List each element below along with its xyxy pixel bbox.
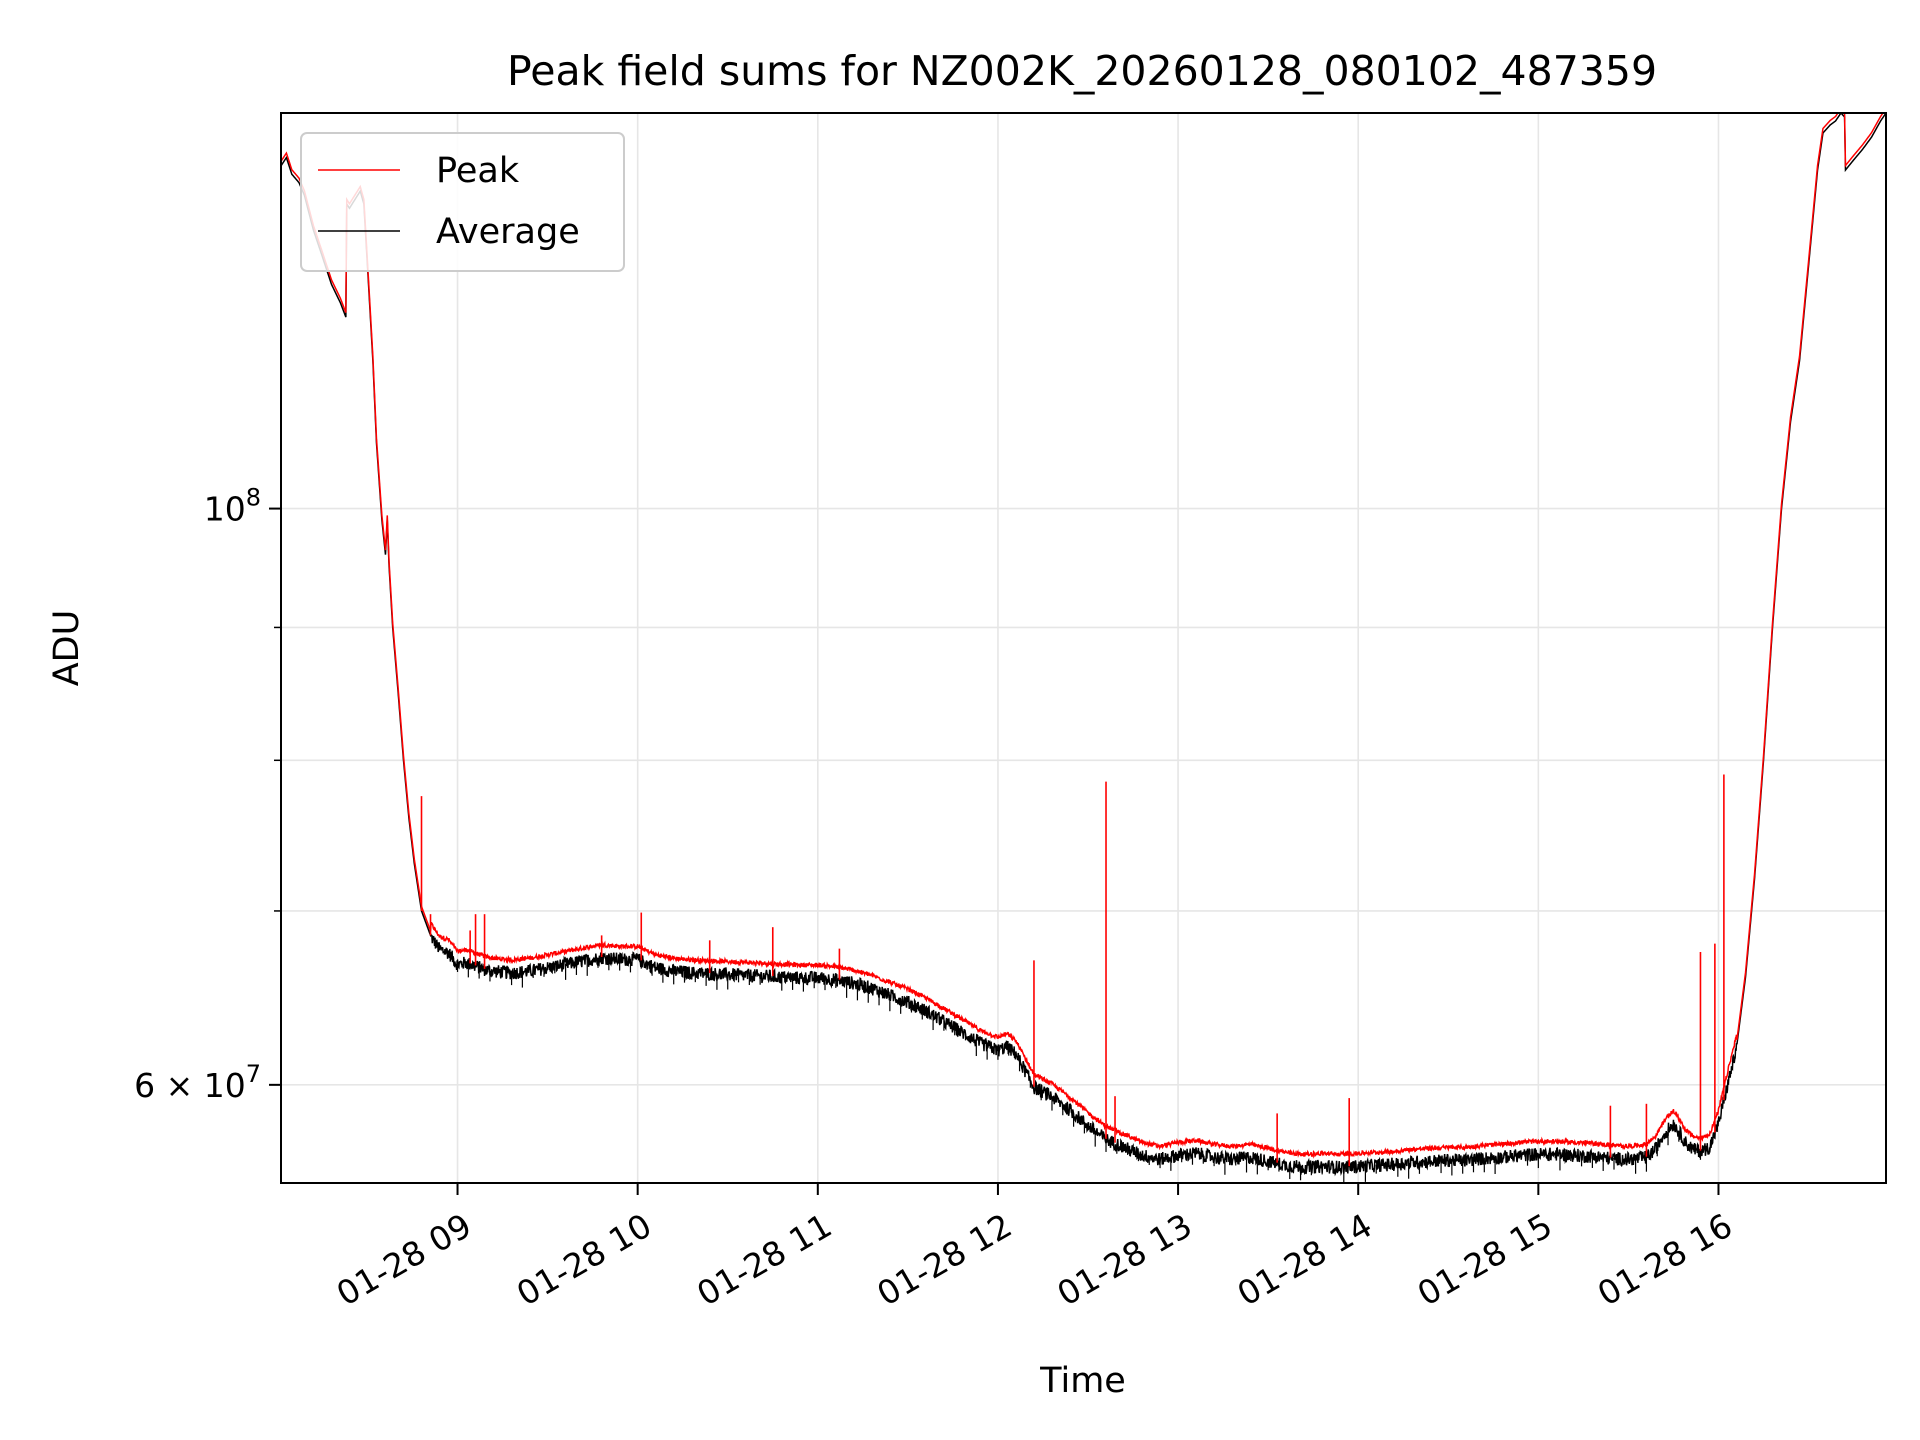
chart-title: Peak field sums for NZ002K_20260128_0801… — [507, 47, 1657, 95]
series-peak-spikes — [420, 774, 1725, 1167]
legend-average-label: Average — [436, 212, 580, 252]
legend-box — [300, 132, 625, 272]
legend-peak-label: Peak — [436, 151, 520, 191]
series-peak-line — [281, 113, 1884, 1159]
series-average-noise — [456, 957, 1712, 1183]
series-average-line — [281, 113, 1886, 1177]
y-tick-label: 108 — [204, 484, 261, 529]
y-axis-label: ADU — [47, 610, 87, 687]
x-axis-label: Time — [1039, 1361, 1126, 1401]
legend: Peak Average — [300, 132, 625, 272]
y-tick-label: 6 × 107 — [134, 1060, 261, 1105]
plot-area — [281, 113, 1886, 1183]
grid-lines — [281, 113, 1886, 1183]
plot-frame — [280, 112, 1887, 1184]
y-axis-ticks: 108 6 × 107 — [134, 484, 281, 1105]
